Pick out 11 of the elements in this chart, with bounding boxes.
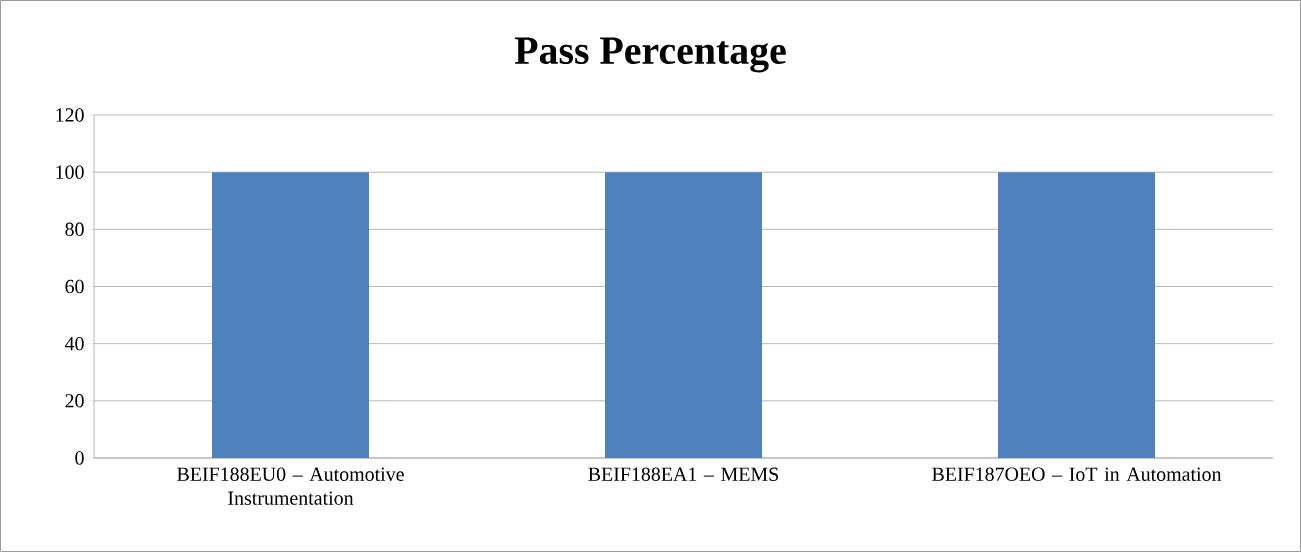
y-tick-label: 120 xyxy=(56,108,84,122)
y-tick-label: 60 xyxy=(65,279,84,294)
x-tick-label: BEIF188EU0 – Automotive Instrumentation xyxy=(177,467,404,505)
y-tick-label: 80 xyxy=(65,222,84,237)
y-tick-label: 20 xyxy=(65,394,84,408)
y-tick-label: 40 xyxy=(64,336,84,351)
chart-title: Pass Percentage xyxy=(514,37,786,73)
y-tick-label: 100 xyxy=(56,165,84,179)
x-tick-label: BEIF187OEO – IoT in Automation xyxy=(932,467,1222,481)
x-tick-label: BEIF188EA1 – MEMS xyxy=(588,467,779,481)
y-tick-label: 0 xyxy=(75,451,84,465)
